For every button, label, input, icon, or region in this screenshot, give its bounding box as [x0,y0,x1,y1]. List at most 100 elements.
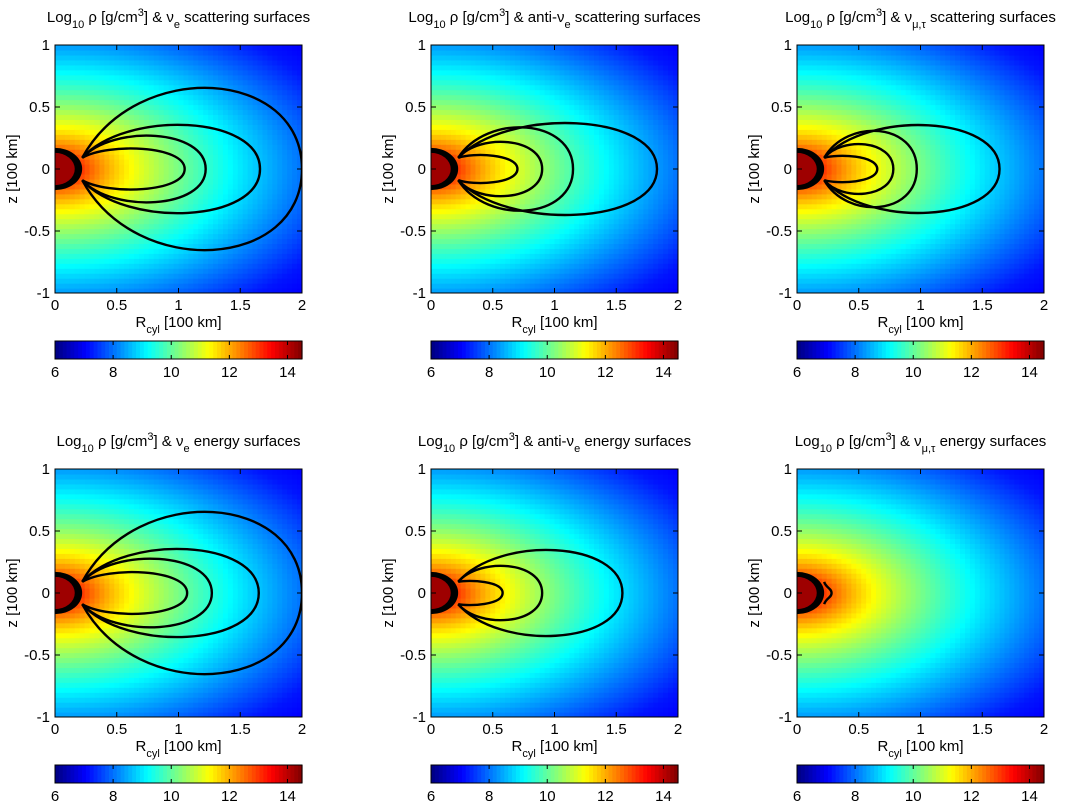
heat-cell [213,114,219,120]
heat-cell [99,198,105,205]
heat-cell [242,238,249,244]
heat-cell [109,154,115,160]
heat-cell [89,218,96,225]
heat-cell [114,49,120,56]
heat-cell [495,74,501,81]
heat-cell [218,139,224,145]
heat-cell [658,283,664,289]
heat-cell [519,238,526,244]
heat-cell [648,208,654,215]
heat-cell [272,273,278,279]
heat-cell [455,94,462,101]
heat-cell [460,54,467,61]
heat-cell [89,253,96,259]
heat-cell [549,79,556,86]
heat-cell [109,164,115,170]
heat-cell [94,59,101,66]
heat-cell [519,263,526,269]
heat-cell [460,223,467,230]
heat-cell [114,283,120,289]
heat-cell [262,54,269,61]
heat-cell [69,198,76,205]
heat-cell [574,124,580,130]
heat-cell [262,129,269,135]
heat-cell [208,238,214,244]
panel-title: Log10 ρ [g/cm3] & νe scattering surfaces [47,7,310,31]
heat-cell [64,79,71,86]
heat-cell [134,193,140,200]
heat-cell [138,263,145,269]
heat-cell [99,233,105,240]
heat-cell [247,253,254,259]
heat-cell [470,283,477,289]
heat-cell [445,278,452,284]
heat-cell [450,263,457,269]
heat-cell [297,243,302,249]
heat-cell [252,64,259,71]
heat-cell [663,218,669,225]
heat-cell [534,84,541,91]
heat-cell [638,223,645,230]
colorbar-segment [247,341,253,359]
heat-cell [465,233,472,240]
heat-cell [168,268,175,274]
heat-cell [69,149,76,155]
heat-cell [183,268,189,274]
heat-cell [584,218,590,225]
heat-cell [138,84,145,91]
heat-cell [262,173,269,180]
heat-cell [277,154,283,160]
heat-cell [460,94,467,101]
heat-cell [633,79,640,86]
heat-cell [109,243,115,249]
heat-cell [554,99,561,106]
heat-cell [218,109,224,116]
heat-cell [292,273,298,279]
heat-cell [59,198,66,205]
heat-cell [89,84,96,91]
heat-cell [618,119,625,125]
heat-cell [589,243,595,249]
heat-cell [227,99,234,106]
heat-cell [465,243,472,249]
heat-cell [168,94,175,101]
heat-cell [124,218,130,225]
heat-cell [485,283,491,289]
heat-cell [203,213,209,220]
heat-cell [623,104,630,111]
heat-cell [257,238,264,244]
heat-cell [287,109,293,116]
heat-cell [79,54,86,61]
heat-cell [544,139,551,145]
heat-cell [431,89,437,96]
heat-cell [584,104,590,111]
heat-cell [277,64,283,71]
heat-cell [505,278,511,284]
heat-cell [450,268,457,274]
heat-cell [440,49,447,56]
heat-cell [514,154,521,160]
heat-cell [445,84,452,91]
heat-cell [465,154,472,160]
heat-cell [460,69,467,76]
heat-cell [287,213,293,220]
heat-cell [574,178,580,185]
heat-cell [188,173,194,180]
heat-cell [431,278,437,284]
heat-cell [79,268,86,274]
heat-cell [633,94,640,101]
heat-cell [465,208,472,215]
heat-cell [638,183,645,190]
heat-cell [178,124,185,130]
heat-cell [589,159,595,165]
heat-cell [480,69,486,76]
heat-cell [569,203,575,210]
heat-cell [218,134,224,140]
heat-cell [114,263,120,269]
heat-cell [470,169,477,175]
heat-cell [173,208,180,215]
heat-cell [153,283,160,289]
heat-cell [272,283,278,289]
heat-cell [638,154,645,160]
heat-cell [485,263,491,269]
